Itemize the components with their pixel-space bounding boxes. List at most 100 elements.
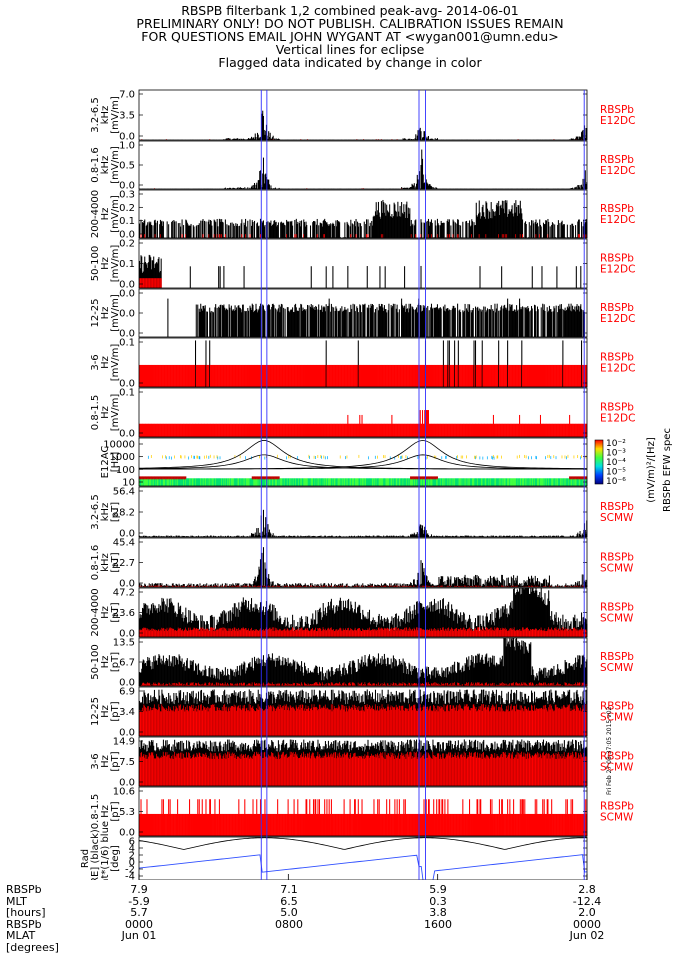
data-bar [178, 223, 179, 238]
panel-label-line: [mV/m] [110, 294, 121, 332]
data-bar [232, 222, 233, 238]
data-bar [583, 130, 584, 140]
spec-cell [191, 455, 192, 458]
data-bar [197, 305, 198, 337]
data-bar [554, 224, 555, 238]
data-bar [532, 266, 533, 288]
data-bar [459, 225, 460, 238]
data-bar [282, 304, 283, 337]
data-bar [273, 305, 274, 337]
data-bar [256, 183, 257, 189]
spec-cell [547, 455, 548, 458]
spec-cell [197, 456, 198, 459]
data-bar [236, 307, 237, 337]
data-bar [455, 222, 456, 238]
data-bar [248, 311, 249, 337]
data-bar [438, 225, 439, 238]
data-bar [548, 222, 549, 238]
filterbank-stack-plot: 7.03.50.03.2-6.5kHz[mV/m]RBSPbE12DC1.00.… [0, 0, 700, 880]
panel-label-line: [mV/m] [110, 344, 121, 382]
data-bar [347, 309, 348, 337]
spec-cell [206, 455, 207, 458]
data-bar [267, 221, 268, 238]
spec-cell [457, 455, 458, 458]
data-bar [531, 220, 532, 238]
data-bar [176, 221, 177, 238]
spec-cell [180, 455, 181, 458]
data-bar [336, 309, 337, 337]
spec-cell [545, 456, 546, 459]
data-bar [460, 225, 461, 238]
data-bar [180, 227, 181, 238]
data-bar [479, 309, 480, 337]
data-bar [468, 223, 469, 238]
data-bar [243, 305, 244, 337]
data-bar [285, 225, 286, 238]
data-bar [421, 222, 422, 238]
spec-cell [524, 455, 525, 458]
data-bar [157, 221, 158, 238]
data-bar [204, 221, 205, 238]
data-bar [239, 226, 240, 238]
data-bar [428, 136, 429, 140]
spec-cell [580, 456, 581, 459]
data-bar [465, 304, 466, 337]
spec-cell [375, 456, 376, 459]
spec-cell [288, 455, 289, 458]
y-tick-label: 0.3 [119, 190, 135, 201]
data-bar [220, 305, 221, 337]
spec-cell [181, 456, 182, 459]
y-tick-label: 0.2 [119, 203, 135, 214]
data-bar [559, 223, 560, 238]
panel-label: 3-6Hz[mV/m] [90, 344, 121, 382]
data-bar [529, 311, 530, 337]
y-tick-label: 0.1 [119, 338, 135, 349]
data-bar [172, 221, 173, 238]
data-bar [347, 266, 348, 288]
data-bar [558, 220, 559, 238]
data-bar [415, 234, 416, 238]
data-bar [364, 304, 365, 337]
spec-cell [531, 456, 532, 459]
data-bar [432, 308, 433, 337]
data-bar [244, 266, 245, 288]
data-bar [246, 311, 247, 337]
data-bar [518, 310, 519, 337]
data-bar [368, 305, 369, 337]
data-bar [420, 266, 421, 288]
data-bar [218, 266, 219, 288]
spec-cell [264, 457, 265, 460]
data-bar [330, 223, 331, 238]
data-bar [529, 222, 530, 238]
spec-cell [482, 457, 483, 460]
spec-cell [517, 456, 518, 459]
data-bar [475, 307, 476, 337]
spec-cell [359, 455, 360, 458]
spec-cell [148, 456, 149, 459]
spec-cell [553, 455, 554, 458]
panel-label-line: [mV/m] [110, 394, 121, 432]
panel-label: 0.8-1.6kHz[mV/m] [90, 146, 121, 184]
data-bar [326, 266, 327, 288]
data-bar [457, 304, 458, 337]
data-bar [264, 225, 265, 238]
data-bar [283, 308, 284, 337]
spec-cell [401, 456, 402, 459]
data-bar [226, 224, 227, 238]
data-bar [554, 308, 555, 337]
panel-frame [139, 141, 587, 189]
data-bar [370, 223, 371, 238]
data-bar [182, 234, 183, 238]
data-bar [258, 226, 259, 238]
spec-cell [174, 455, 175, 458]
data-bar [553, 223, 554, 238]
spec-cell [199, 456, 200, 459]
spec-cell [377, 456, 378, 459]
spec-cell [535, 456, 536, 459]
data-bar [497, 304, 498, 337]
data-bar [196, 305, 197, 337]
data-bar [493, 311, 494, 337]
data-bar [254, 183, 255, 189]
right-instrument-label: E12DC [600, 165, 635, 177]
spec-cell [427, 456, 428, 459]
